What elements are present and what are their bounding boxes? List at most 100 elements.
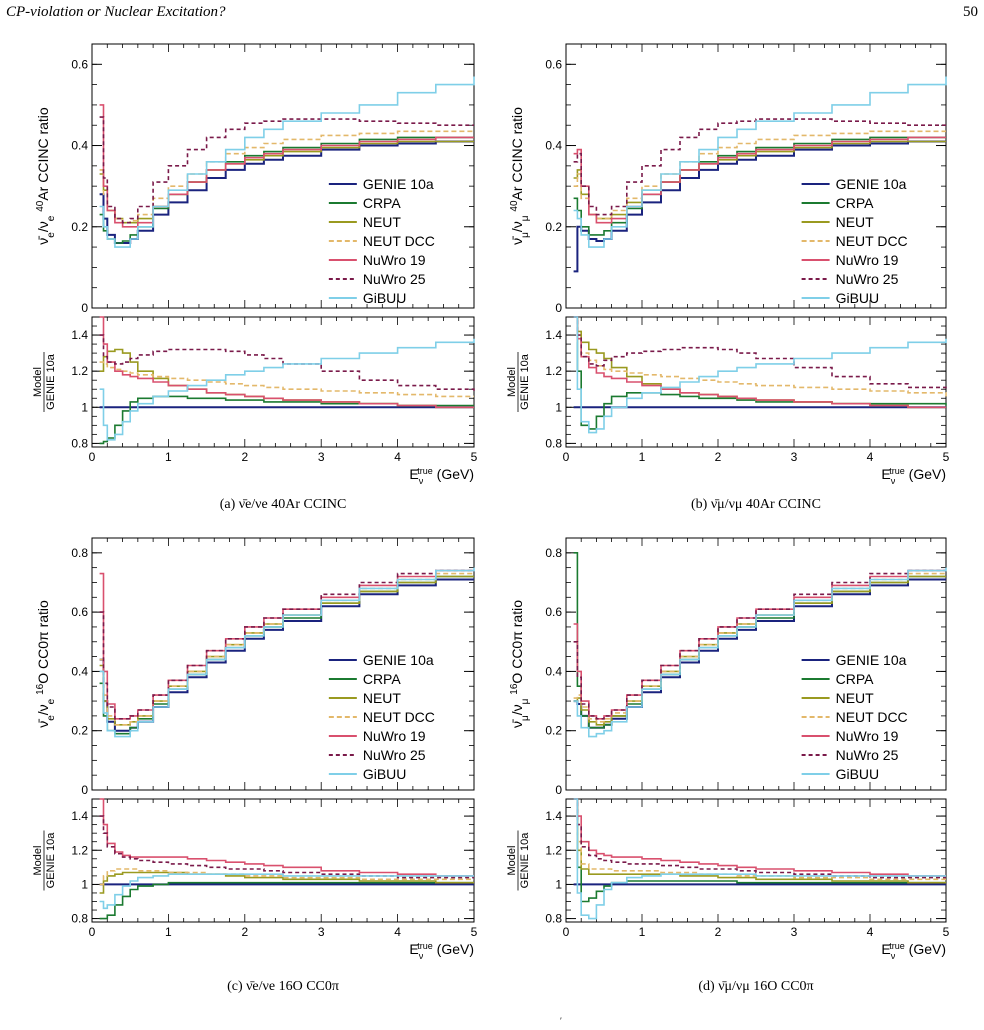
footnote-mark: ′: [560, 1016, 562, 1026]
legend-label: NEUT DCC: [363, 233, 435, 249]
y-tick-label: 1.2: [545, 364, 562, 378]
series-line-gibuu: [99, 567, 475, 738]
series-line-gibuu: [573, 798, 946, 920]
ylabel-part: Ar CCINC ratio: [35, 107, 51, 201]
series-line-nuwro-19: [573, 569, 946, 720]
chart-panel-a: 00.20.40.60.811.21.40 1 2 3 4 5ν̄e/νe 40Ar CC…: [32, 43, 478, 512]
legend-label: CRPA: [363, 671, 402, 687]
ratio-label-numerator: Model: [506, 846, 518, 876]
x-tick-label: 2: [715, 450, 722, 464]
ratio-pad-frame: [565, 798, 947, 923]
x-tick-label: 3: [791, 450, 798, 464]
xlabel-part: ν: [419, 476, 424, 486]
series-line-neut-dcc: [99, 361, 474, 398]
y-tick-label: 1.2: [545, 843, 562, 857]
y-tick-label: 0: [555, 301, 562, 315]
x-tick-label: 1: [639, 450, 646, 464]
legend-label: NEUT DCC: [363, 709, 435, 725]
ylabel-part: /ν: [35, 704, 51, 715]
y-tick-label: 0: [81, 783, 88, 797]
ratio-y-axis-label: Model GENIE 10a: [506, 830, 531, 891]
main-pad-frame: [91, 43, 475, 309]
y-tick-label: 0.4: [71, 139, 88, 153]
series-line-crpa: [573, 798, 946, 903]
page-number: 50: [963, 4, 978, 20]
series-line-neut-dcc: [99, 868, 474, 886]
panel-caption: (a) ν̄e/νe 40Ar CCINC: [220, 497, 347, 512]
xlabel-part: (GeV): [905, 941, 946, 957]
ylabel-part: μ: [520, 215, 531, 221]
series-line-nuwro-19: [99, 316, 474, 409]
x-tick-label: 0: [563, 450, 570, 464]
x-tick-label: 2: [715, 925, 722, 939]
xlabel-part: ν: [891, 951, 896, 961]
series-line-neut-dcc: [573, 798, 946, 881]
ylabel-part: e: [46, 715, 57, 721]
ratio-pad-frame: [91, 316, 475, 448]
series-line-nuwro-25: [99, 334, 475, 391]
legend-label: CRPA: [363, 195, 402, 211]
series-line-nuwro-19: [99, 569, 474, 720]
xlabel-part: ν: [891, 476, 896, 486]
series-line-nuwro-19: [99, 104, 474, 228]
x-tick-label: 0: [89, 925, 96, 939]
series-line-neut: [573, 575, 946, 726]
y-tick-label: 0.8: [71, 546, 88, 560]
series-line-gibuu: [573, 76, 947, 248]
legend-label: GENIE 10a: [363, 652, 434, 668]
x-tick-label: 0: [563, 925, 570, 939]
ratio-label-denominator: GENIE 10a: [519, 353, 531, 410]
xlabel-part: E: [881, 466, 890, 482]
y-tick-label: 0.8: [71, 436, 88, 450]
y-tick-label: 0.8: [545, 912, 562, 926]
ratio-label-numerator: Model: [32, 846, 44, 876]
x-tick-label: 1: [165, 450, 172, 464]
legend-label: GENIE 10a: [836, 176, 907, 192]
running-title: CP-violation or Nuclear Excitation?: [6, 4, 226, 20]
series-line-neut-dcc: [573, 572, 946, 723]
y-tick-label: 0.6: [545, 57, 562, 71]
legend-label: NuWro 19: [836, 728, 899, 744]
xlabel-part: E: [409, 466, 418, 482]
y-tick-label: 0.2: [71, 220, 88, 234]
x-axis-label: Eνtrue (GeV): [881, 466, 946, 486]
series-line-gibuu: [99, 338, 475, 441]
x-tick-label: 4: [394, 925, 401, 939]
series-line-nuwro-25: [573, 316, 947, 391]
series-line-genie-10a: [99, 140, 474, 244]
xlabel-part: E: [409, 941, 418, 957]
series-line-gibuu: [99, 76, 475, 248]
x-tick-label: 2: [241, 450, 248, 464]
xlabel-part: true: [889, 941, 905, 951]
main-pad-frame: [565, 537, 947, 791]
series-line-nuwro-25: [573, 118, 946, 216]
main-pad-frame: [91, 537, 475, 791]
ratio-pad-frame: [91, 798, 475, 923]
chart-panel-d: 00.20.40.60.80.811.21.40 1 2 3 4 5ν̄μ/νμ 16O …: [506, 537, 950, 994]
y-tick-label: 1.4: [71, 809, 88, 823]
panel-caption: (c) ν̄e/νe 16O CC0π: [227, 979, 339, 994]
series-line-nuwro-19: [573, 316, 946, 409]
series-line-nuwro-25: [99, 815, 474, 879]
legend-label: CRPA: [836, 195, 875, 211]
ylabel-part: O CC0π ratio: [509, 600, 525, 684]
series-line-nuwro-25: [573, 569, 946, 720]
ratio-y-axis-label: Model GENIE 10a: [32, 352, 57, 412]
legend-label: NEUT: [363, 690, 402, 706]
ratio-label-numerator: Model: [506, 367, 518, 397]
y-tick-label: 0.2: [71, 724, 88, 738]
y-tick-label: 0.4: [545, 139, 562, 153]
series-line-crpa: [573, 316, 947, 430]
legend-label: NEUT DCC: [836, 709, 908, 725]
x-tick-label: 5: [471, 925, 478, 939]
ylabel-part: e: [46, 698, 57, 704]
x-tick-label: 4: [867, 925, 874, 939]
series-line-nuwro-25: [573, 798, 946, 879]
main-pad-frame: [565, 43, 947, 309]
legend-label: GiBUU: [363, 766, 407, 782]
y-tick-label: 0.4: [71, 664, 88, 678]
ylabel-part: ν̄: [509, 719, 525, 728]
series-line-neut-dcc: [573, 316, 947, 397]
y-axis-label: ν̄μ/νμ 16O CC0π ratio: [509, 600, 531, 728]
x-tick-label: 4: [867, 450, 874, 464]
